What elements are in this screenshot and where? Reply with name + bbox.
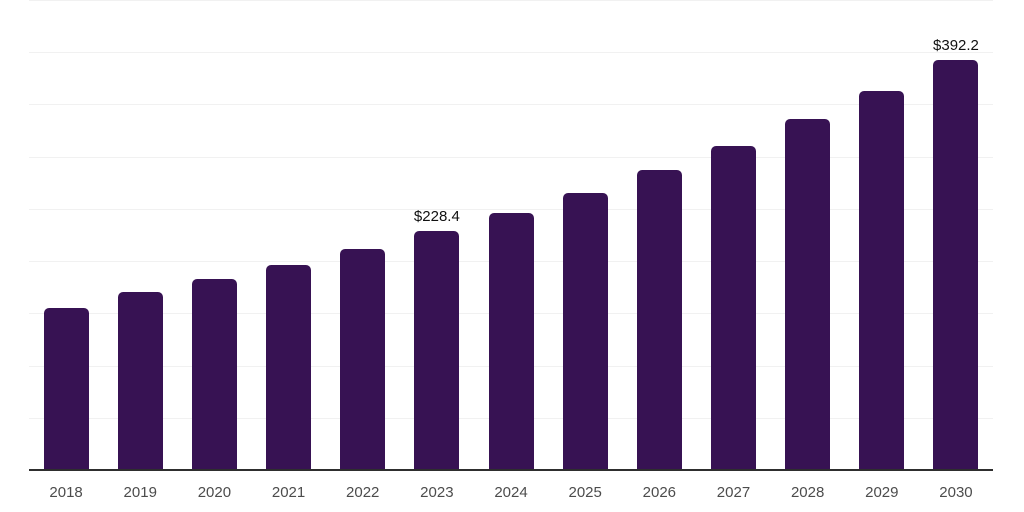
bar-2024 bbox=[488, 212, 534, 470]
bar-2028 bbox=[785, 119, 831, 470]
x-tick-label-2026: 2026 bbox=[642, 484, 677, 501]
bar-column-2024 bbox=[474, 0, 548, 470]
x-tick-label-2025: 2025 bbox=[568, 484, 602, 501]
bar-2023: $228.4 bbox=[414, 208, 460, 470]
bar-2022 bbox=[340, 248, 386, 470]
bar-column-2028 bbox=[771, 0, 845, 470]
data-label-2023: $228.4 bbox=[413, 208, 460, 226]
x-tick-label-2021: 2021 bbox=[271, 484, 306, 501]
bar-column-2018 bbox=[29, 0, 103, 470]
x-axis-line bbox=[29, 469, 993, 471]
bar-2026 bbox=[636, 170, 682, 470]
gridline-300 bbox=[29, 156, 993, 158]
gridline-250 bbox=[29, 208, 993, 210]
x-tick-label-2030: 2030 bbox=[939, 484, 973, 501]
x-tick-label-2023: 2023 bbox=[420, 484, 454, 501]
x-tick-label-2024: 2024 bbox=[494, 484, 528, 501]
bar-column-2023: $228.4 bbox=[400, 0, 474, 470]
bar-column-2019 bbox=[103, 0, 177, 470]
bar-2019 bbox=[117, 292, 163, 470]
bar-column-2025 bbox=[548, 0, 622, 470]
plot-area: $228.4 $392.2 bbox=[29, 0, 993, 470]
bar-2018 bbox=[43, 307, 89, 470]
bar-column-2021 bbox=[251, 0, 325, 470]
bar-2020 bbox=[191, 278, 237, 470]
gridline-400 bbox=[29, 52, 993, 54]
bar-2030: $392.2 bbox=[933, 37, 979, 470]
bar-2029 bbox=[859, 90, 905, 470]
gridline-350 bbox=[29, 104, 993, 106]
gridline-450 bbox=[29, 0, 993, 1]
bars-container: $228.4 $392.2 bbox=[29, 0, 993, 470]
bar-column-2029 bbox=[845, 0, 919, 470]
bar-2021 bbox=[266, 264, 312, 470]
bar-column-2030: $392.2 bbox=[919, 0, 993, 470]
x-tick-label-2022: 2022 bbox=[346, 484, 380, 501]
bar-column-2020 bbox=[177, 0, 251, 470]
bar-2025 bbox=[562, 192, 608, 470]
x-tick-label-2018: 2018 bbox=[49, 484, 83, 501]
data-label-2030: $392.2 bbox=[933, 37, 979, 55]
x-tick-label-2028: 2028 bbox=[790, 484, 825, 501]
bar-2027 bbox=[710, 146, 756, 470]
bar-column-2027 bbox=[696, 0, 770, 470]
bar-column-2026 bbox=[622, 0, 696, 470]
x-tick-label-2020: 2020 bbox=[197, 484, 232, 501]
x-tick-label-2029: 2029 bbox=[865, 484, 899, 501]
x-axis-labels: 2018 2019 2020 2021 2022 2023 2024 2025 2026 2027… bbox=[29, 484, 993, 502]
x-tick-label-2019: 2019 bbox=[123, 484, 157, 501]
bar-column-2022 bbox=[326, 0, 400, 470]
x-tick-label-2027: 2027 bbox=[716, 484, 751, 501]
